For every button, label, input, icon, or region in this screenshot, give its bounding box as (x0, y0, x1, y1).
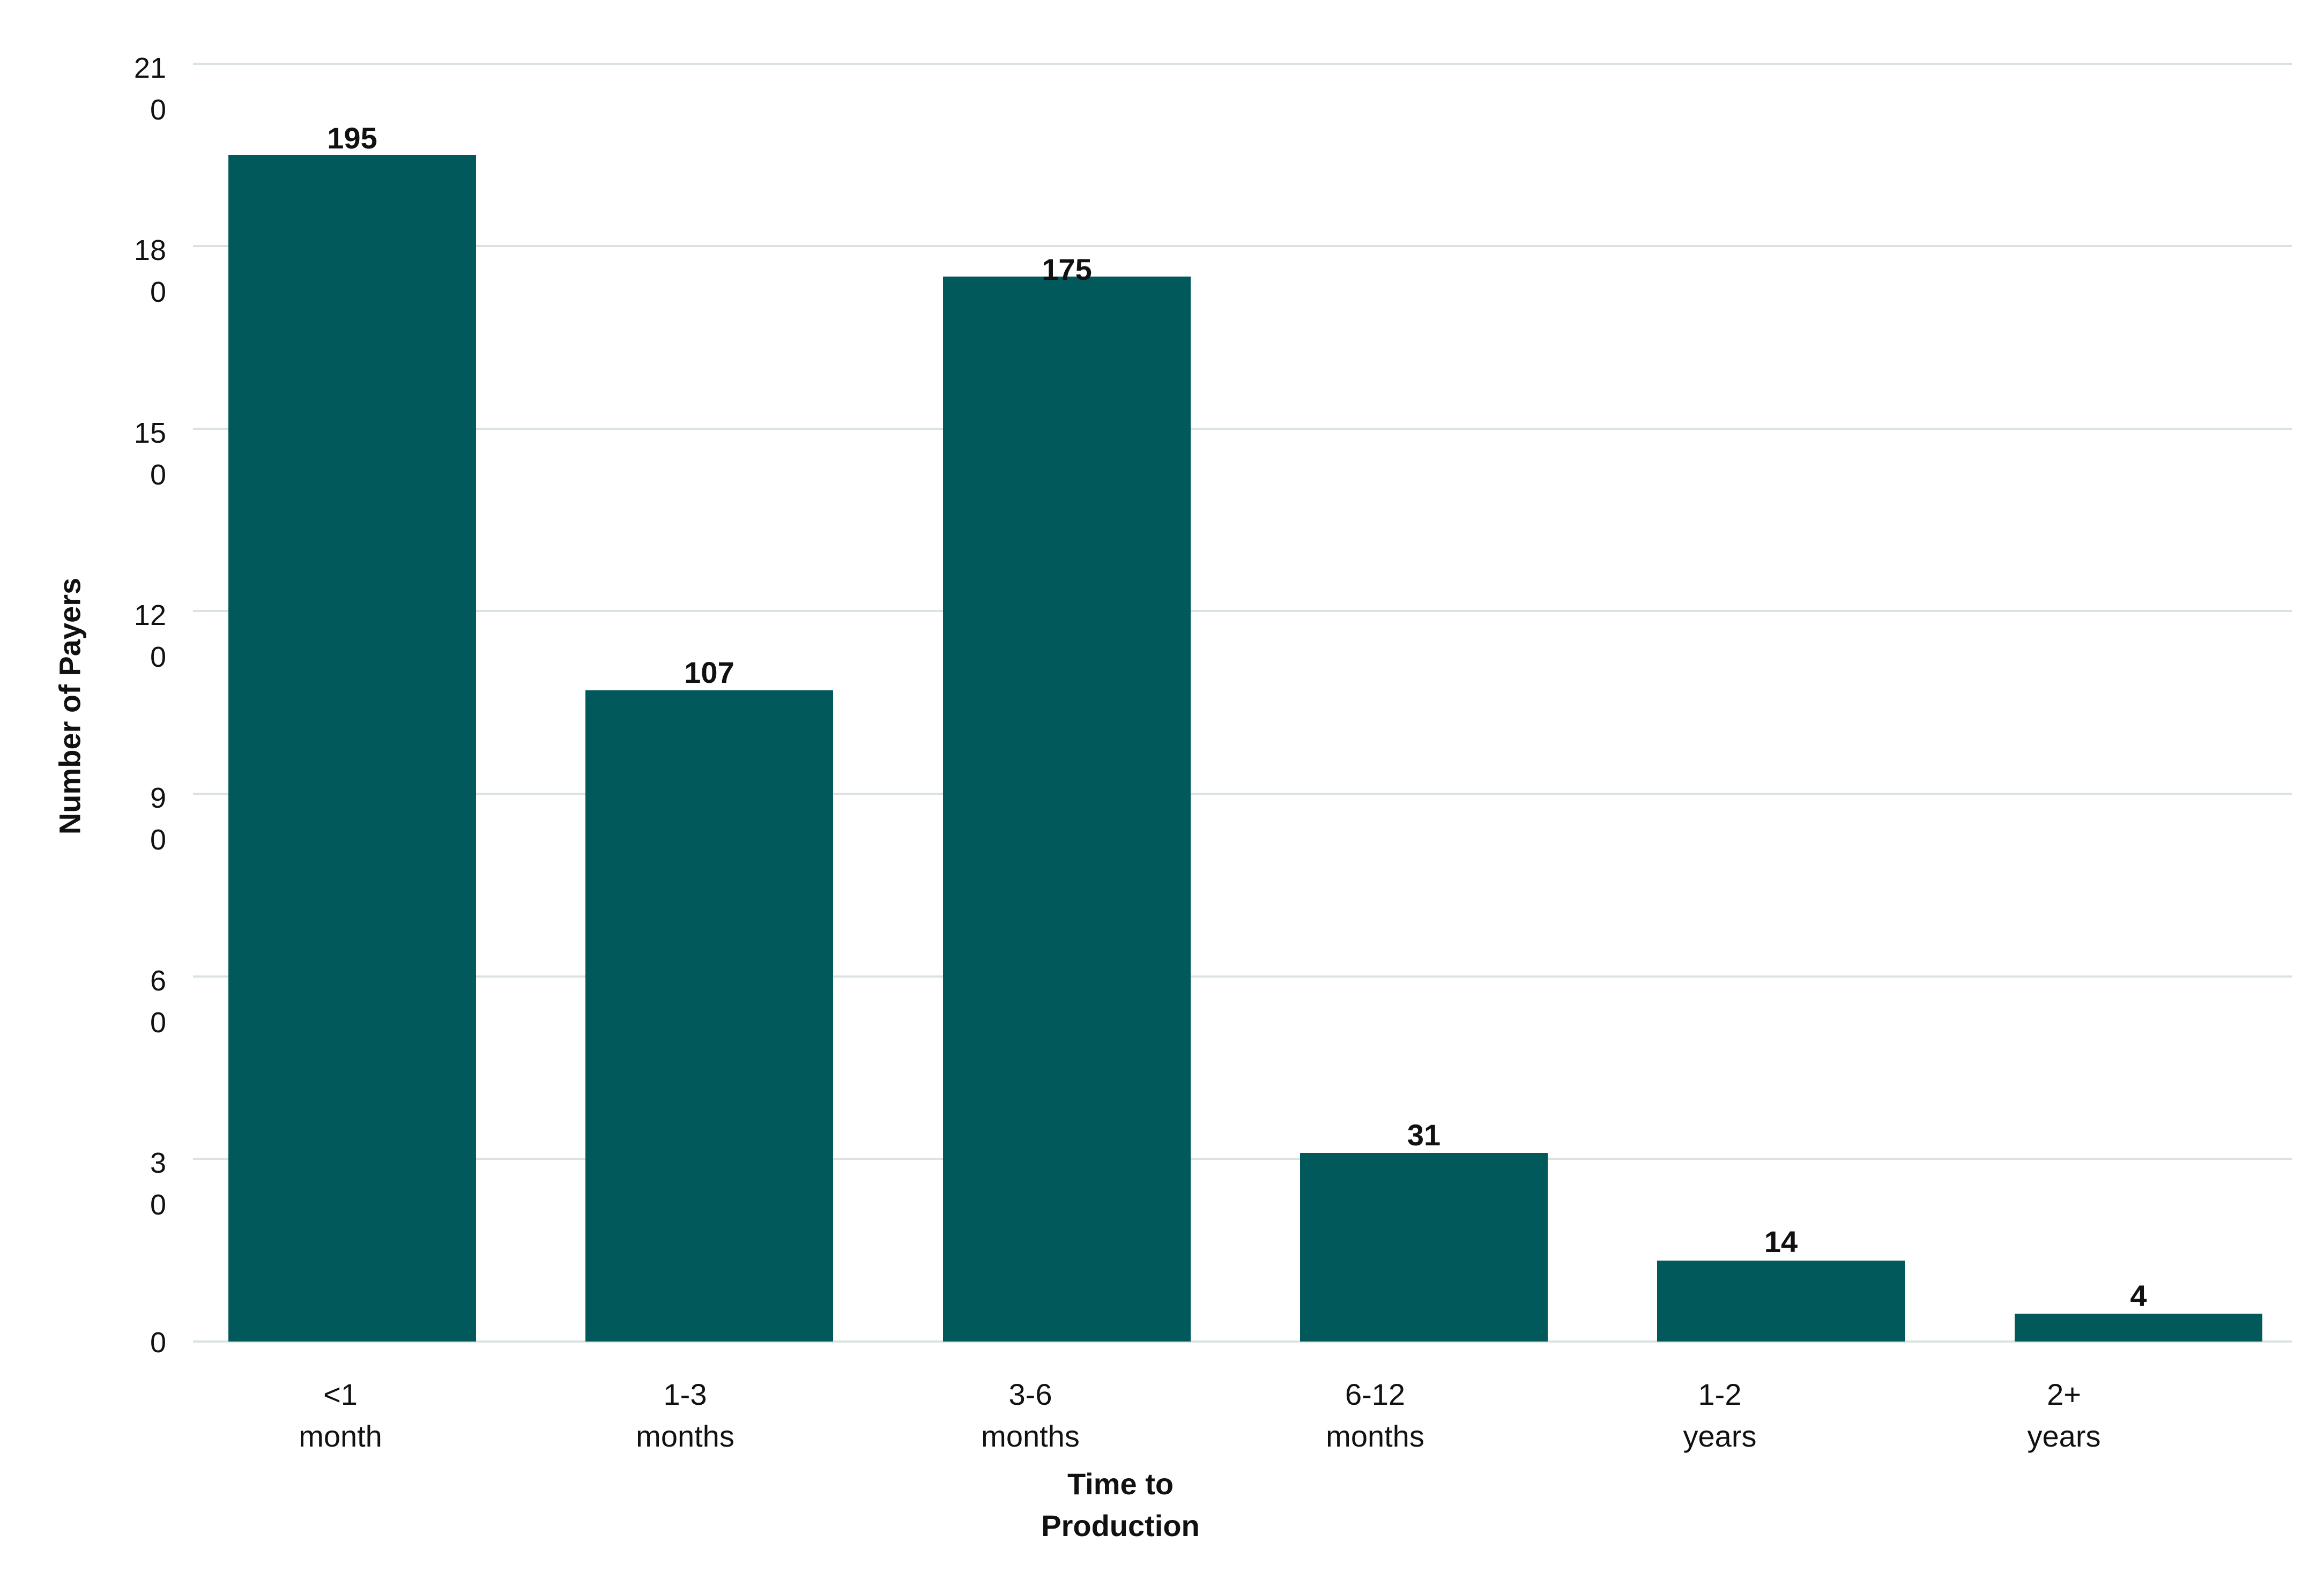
y-tick-line1: 12 (133, 599, 166, 631)
bar-6-12-months (1300, 1153, 1548, 1342)
bar-lt-1-month (228, 155, 476, 1342)
y-tick-60: 6 0 (107, 960, 166, 1044)
y-tick-30: 3 0 (107, 1142, 166, 1226)
y-tick-line2: 0 (150, 94, 166, 126)
x-tick-line2: months (981, 1419, 1080, 1453)
x-tick-line1: 1-2 (1698, 1377, 1742, 1411)
x-axis-title-line1: Time to (1067, 1467, 1174, 1501)
y-tick-line2: 0 (150, 1007, 166, 1039)
baseline-0 (193, 1340, 2292, 1343)
bar-value-label: 195 (327, 121, 377, 155)
x-tick-line2: months (636, 1419, 734, 1453)
y-tick-line2: 0 (150, 276, 166, 308)
x-tick-1-3-months: 1-3 months (551, 1374, 819, 1457)
x-tick-line1: 6-12 (1345, 1377, 1406, 1411)
x-tick-line1: 3-6 (1008, 1377, 1052, 1411)
gridline-210 (193, 63, 2292, 65)
y-tick-150: 15 0 (107, 412, 166, 496)
gridline-180 (193, 245, 2292, 247)
y-tick-line1: 0 (150, 1327, 166, 1359)
x-tick-line2: months (1326, 1419, 1424, 1453)
y-tick-line1: 18 (133, 234, 166, 266)
gridline-120 (193, 610, 2292, 612)
x-tick-3-6-months: 3-6 months (896, 1374, 1164, 1457)
bar-value-label: 14 (1764, 1225, 1798, 1258)
bar-value-label: 107 (684, 655, 734, 689)
x-tick-line1: 2+ (2047, 1377, 2081, 1411)
y-tick-line2: 0 (150, 824, 166, 856)
bar-value-label: 31 (1407, 1118, 1441, 1152)
x-tick-line1: <1 (323, 1377, 358, 1411)
x-tick-line2: years (2027, 1419, 2101, 1453)
y-tick-210: 21 0 (107, 47, 166, 131)
bar-value-label: 4 (2130, 1279, 2147, 1313)
x-tick-line2: years (1683, 1419, 1757, 1453)
bar-1-3-months (585, 690, 833, 1342)
x-axis-title-line2: Production (1041, 1509, 1200, 1543)
x-tick-line1: 1-3 (663, 1377, 707, 1411)
y-tick-line1: 3 (150, 1147, 166, 1179)
gridline-30 (193, 1158, 2292, 1160)
y-tick-line2: 0 (150, 459, 166, 491)
y-tick-180: 18 0 (107, 229, 166, 313)
bar-1-2-years (1657, 1261, 1905, 1342)
y-tick-line1: 21 (133, 52, 166, 84)
y-tick-line1: 6 (150, 965, 166, 997)
y-tick-line1: 9 (150, 782, 166, 814)
x-tick-2plus-years: 2+ years (1930, 1374, 2198, 1457)
x-tick-lt-1-month: <1 month (206, 1374, 474, 1457)
x-tick-6-12-months: 6-12 months (1241, 1374, 1509, 1457)
bar-2plus-years (2015, 1314, 2262, 1342)
y-tick-line1: 15 (133, 417, 166, 449)
y-axis-title: Number of Payers (53, 577, 87, 835)
bar-3-6-months (943, 277, 1191, 1342)
gridline-90 (193, 793, 2292, 795)
y-tick-90: 9 0 (107, 777, 166, 861)
x-tick-line2: month (299, 1419, 382, 1453)
y-tick-line2: 0 (150, 1189, 166, 1221)
x-tick-1-2-years: 1-2 years (1586, 1374, 1854, 1457)
gridline-60 (193, 975, 2292, 978)
y-tick-120: 12 0 (107, 594, 166, 678)
x-axis-title: Time to Production (986, 1463, 1254, 1547)
gridline-150 (193, 428, 2292, 430)
bar-value-label: 175 (1042, 252, 1092, 286)
y-tick-line2: 0 (150, 641, 166, 673)
y-tick-0: 0 (107, 1322, 166, 1364)
